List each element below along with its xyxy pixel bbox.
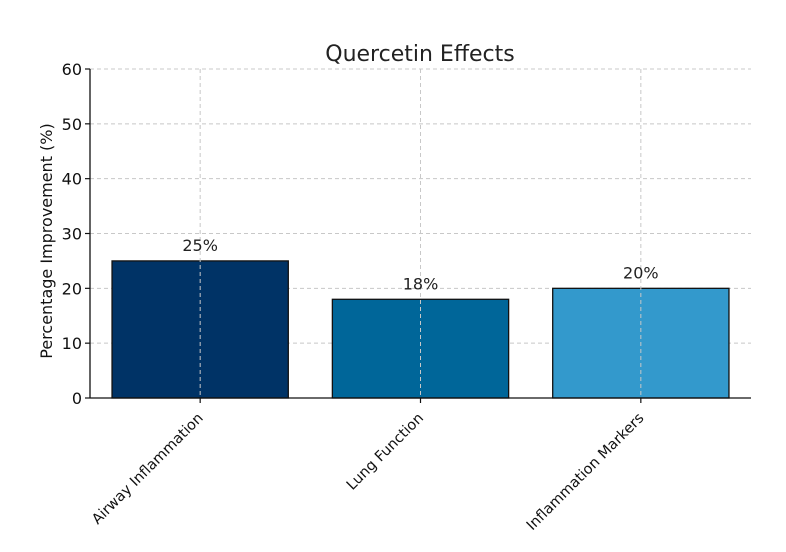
x-tick-label-0: Airway Inflammation: [89, 410, 207, 528]
y-tick-label-3: 30: [62, 225, 82, 244]
y-tick-label-5: 50: [62, 115, 82, 134]
y-axis-label: Percentage Improvement (%): [37, 123, 56, 359]
y-tick-label-2: 20: [62, 279, 82, 298]
data-label-1: 18%: [403, 274, 439, 293]
axes: [85, 68, 751, 403]
x-tick-label-2: Inflammation Markers: [524, 410, 648, 534]
y-tick-label-6: 60: [62, 60, 82, 79]
y-tick-label-0: 0: [72, 389, 82, 408]
x-tick-label-1: Lung Function: [344, 410, 427, 493]
data-label-0: 25%: [182, 236, 218, 255]
data-label-2: 20%: [623, 263, 659, 282]
bars: [111, 69, 730, 399]
chart-title: Quercetin Effects: [325, 42, 514, 67]
bar-1: [331, 298, 510, 399]
y-tick-label-4: 40: [62, 170, 82, 189]
y-tick-label-1: 10: [62, 334, 82, 353]
